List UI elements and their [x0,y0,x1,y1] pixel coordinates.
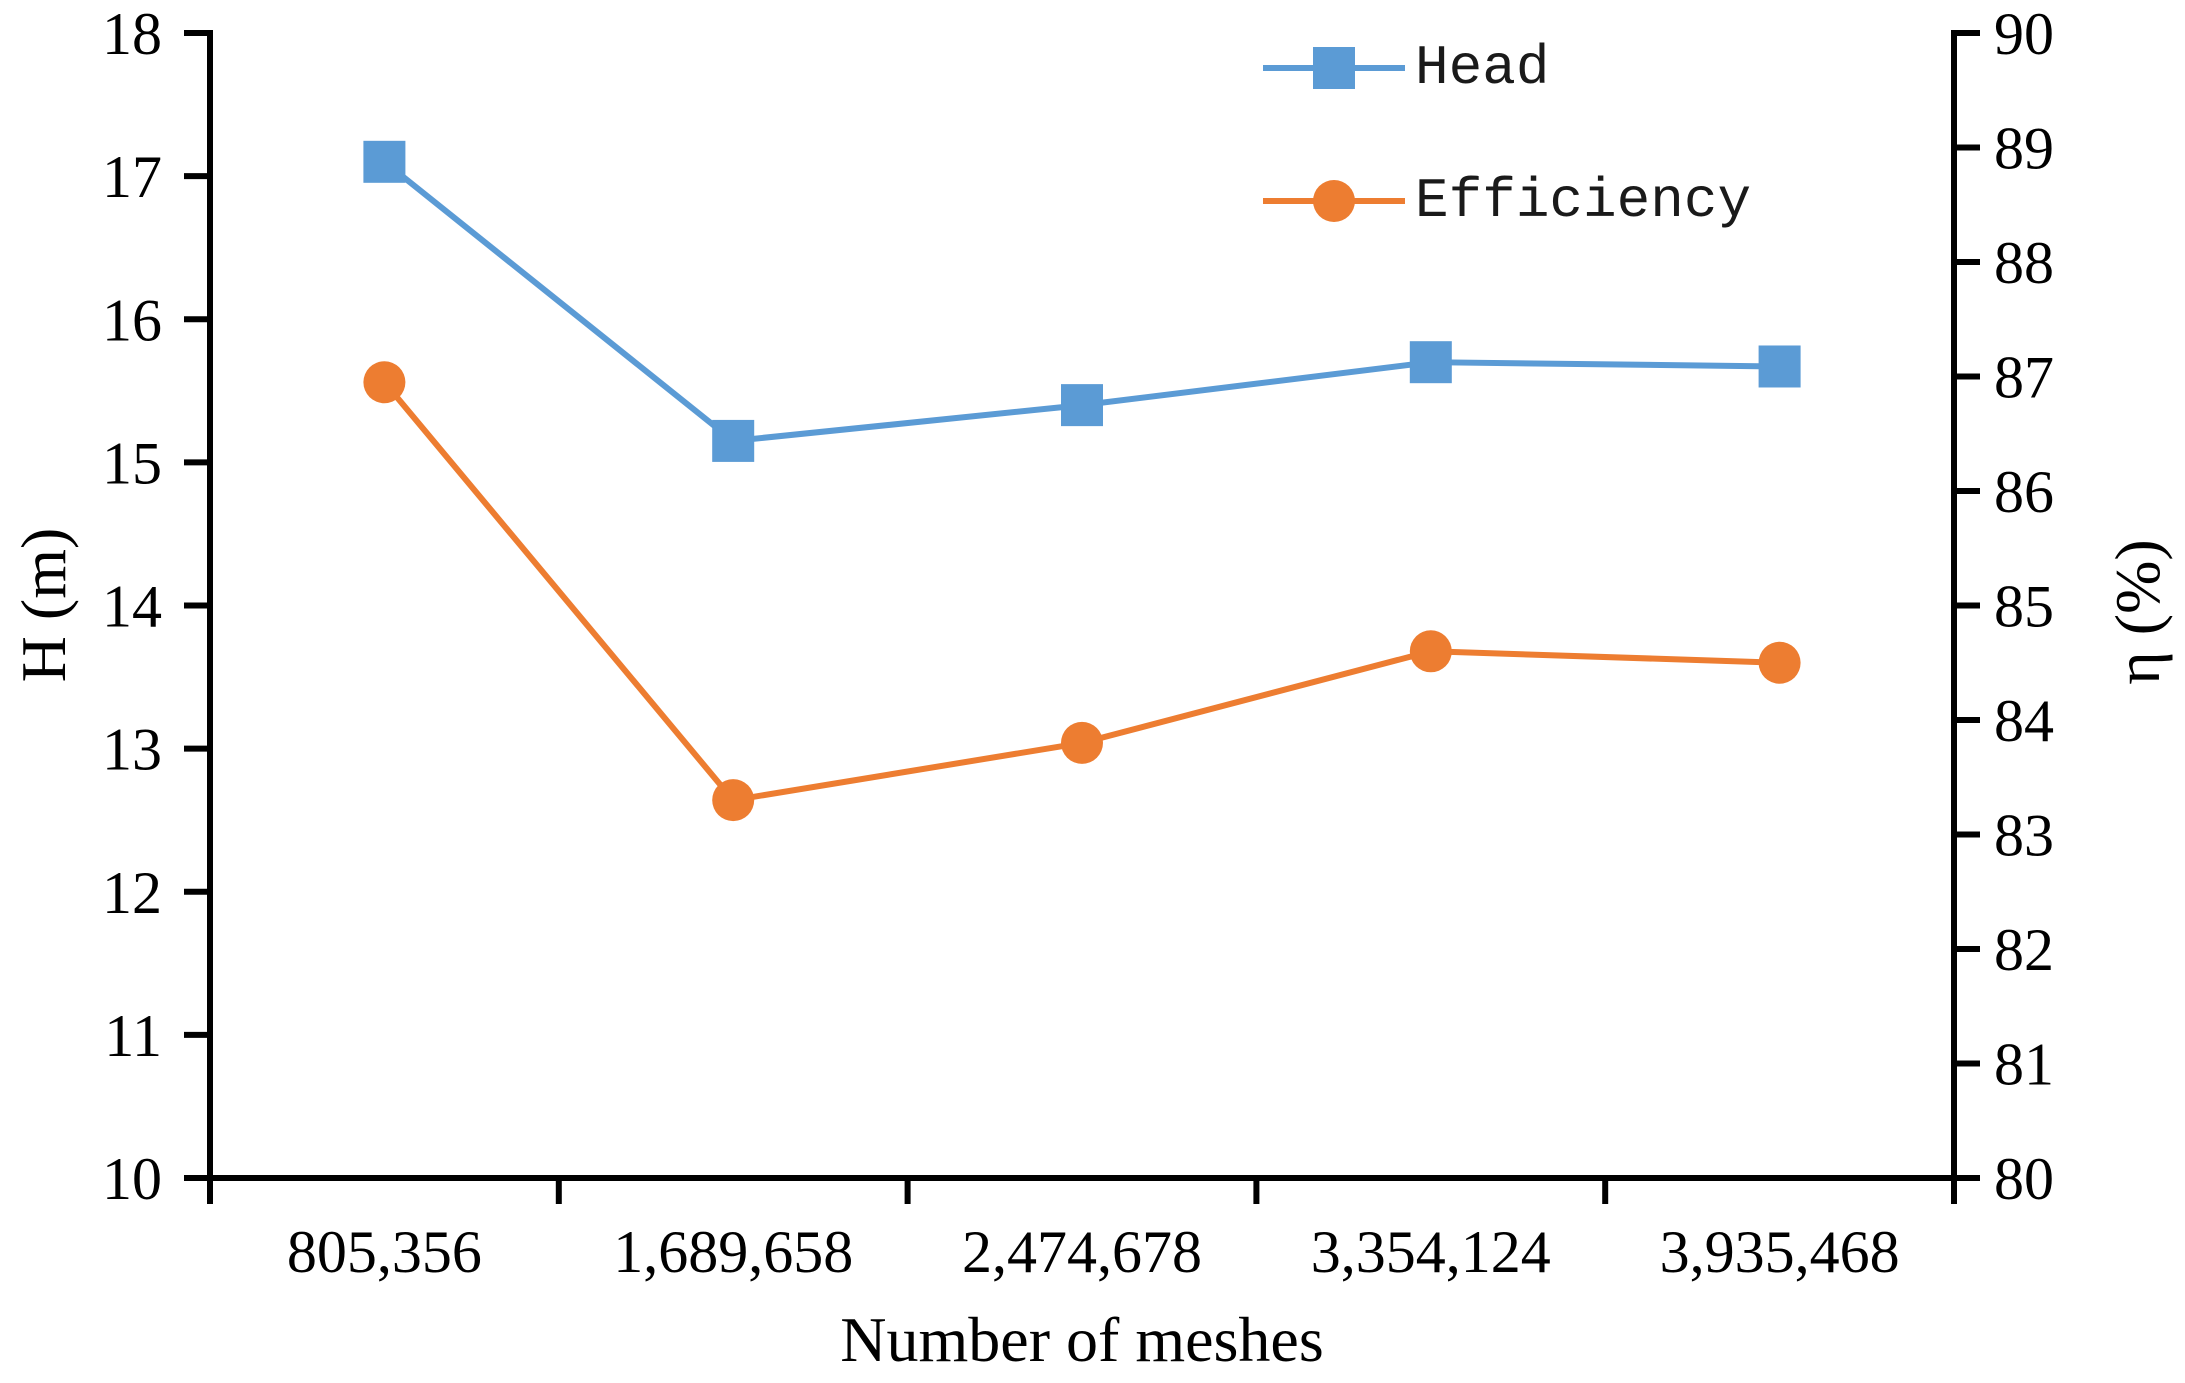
data-point-head [1409,341,1452,384]
y-right-tick-label: 82 [1994,917,2054,983]
y-right-tick-label: 85 [1994,574,2054,640]
head-square-marker-icon [1313,47,1355,89]
y-left-tick-label: 18 [102,1,162,67]
data-point-head [1758,345,1801,388]
data-point-efficiency [712,779,755,822]
efficiency-circle-marker-icon [1313,180,1355,222]
y-right-tick-label: 89 [1994,116,2054,182]
y-axis-title-right: η (%) [2102,539,2173,685]
x-axis-title: Number of meshes [840,1304,1324,1375]
legend-label-head: Head [1415,36,1550,100]
legend-key-head [1263,45,1405,91]
y-left-tick-label: 10 [102,1146,162,1212]
y-right-tick-label: 81 [1994,1032,2054,1098]
x-tick-label: 805,356 [287,1219,482,1285]
data-point-head [1061,384,1103,427]
x-tick-label: 1,689,658 [613,1219,853,1285]
y-right-tick-label: 84 [1994,688,2054,754]
y-right-tick-label: 86 [1994,459,2054,525]
y-left-tick-label: 11 [104,1003,162,1069]
y-right-tick-label: 83 [1994,803,2054,869]
y-left-tick-label: 16 [102,287,162,353]
y-right-tick-label: 90 [1994,1,2054,67]
x-tick-label: 2,474,678 [962,1219,1202,1285]
y-left-tick-label: 13 [102,717,162,783]
legend-item-head: Head [1263,36,1549,100]
y-right-tick-label: 87 [1994,345,2054,411]
y-axis-title-left: H (m) [8,527,79,683]
y-left-tick-label: 17 [102,144,162,210]
y-left-tick-label: 15 [102,430,162,496]
data-point-efficiency [363,361,406,404]
y-left-tick-label: 14 [102,574,162,640]
data-point-head [712,419,755,462]
legend-key-efficiency [1263,178,1405,224]
data-point-efficiency [1758,641,1801,684]
x-tick-label: 3,354,124 [1311,1219,1551,1285]
x-tick-label: 3,935,468 [1660,1219,1900,1285]
y-left-tick-label: 12 [102,860,162,926]
legend-item-efficiency: Efficiency [1263,169,1751,233]
data-point-efficiency [1409,630,1452,673]
legend-label-efficiency: Efficiency [1415,169,1752,233]
data-point-head [363,140,406,183]
y-right-tick-label: 88 [1994,230,2054,296]
y-right-tick-label: 80 [1994,1146,2054,1212]
data-point-efficiency [1061,721,1103,764]
